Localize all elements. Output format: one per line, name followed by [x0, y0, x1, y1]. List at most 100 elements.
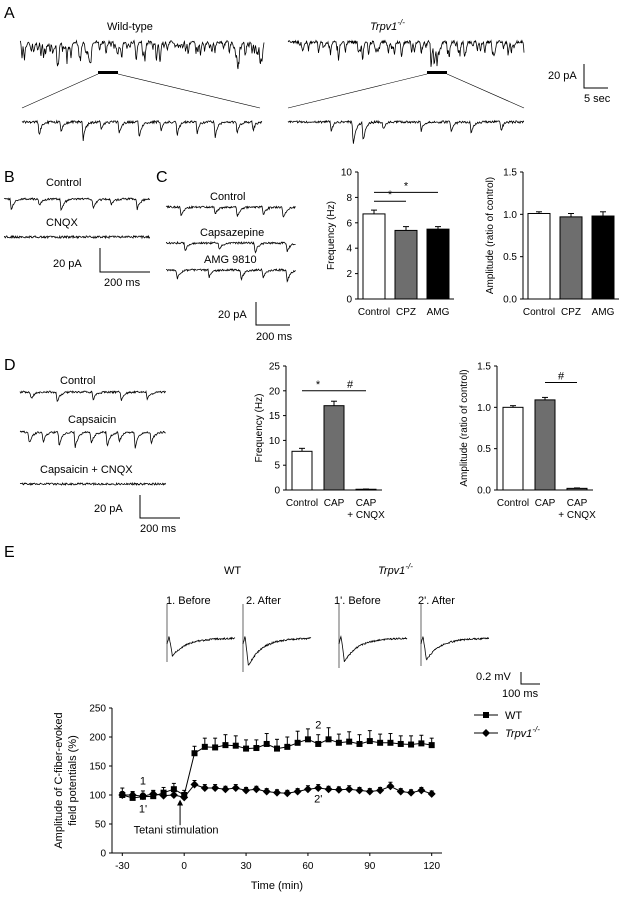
trace-line: [19, 390, 167, 403]
panel-c-amplitude-chart: 0.0 0.5 1.0 1.5 Amplitude (ratio of control)…: [485, 168, 619, 318]
significance-mark: *: [388, 189, 393, 201]
panel-c-amg-trace: [166, 268, 296, 283]
panel-e-trace-label-2: 2. After: [246, 595, 281, 607]
data-point: [180, 793, 189, 802]
panel-e-field-potential-1p: [338, 604, 408, 668]
data-point: [304, 736, 311, 743]
y-tick-label: 0.5: [503, 252, 517, 263]
data-point: [376, 786, 385, 795]
bar-1: [323, 405, 345, 491]
trace-line: [3, 234, 151, 240]
panel-e-scale-time: 100 ms: [502, 688, 539, 700]
significance-mark: *: [404, 180, 409, 192]
data-point: [315, 740, 322, 747]
data-point: [366, 738, 373, 745]
x-tick-label: Control: [286, 498, 318, 509]
panel-a-ko-zoom-trace: [287, 119, 525, 144]
data-point: [314, 784, 323, 793]
data-point: [407, 788, 416, 797]
y-tick-label: 25: [269, 362, 281, 373]
field-potential-line: [242, 636, 312, 666]
data-point: [386, 782, 395, 791]
x-tick-label: AMG: [427, 307, 450, 318]
data-point: [200, 784, 209, 793]
trace-line: [165, 205, 296, 218]
panel-b-cnqx-label: CNQX: [46, 217, 78, 229]
trace-line: [3, 197, 151, 212]
panel-b-scale-amp: 20 pA: [53, 258, 82, 270]
data-point: [334, 785, 343, 794]
x-tick-label: 0: [181, 861, 187, 872]
panel-b-control-label: Control: [46, 177, 81, 189]
data-point: [138, 792, 147, 801]
y-axis-label: Frequency (Hz): [254, 394, 265, 463]
x-tick-label: 30: [241, 861, 253, 872]
data-point: [232, 742, 239, 749]
panel-e-scale-bar: [520, 672, 540, 685]
significance-mark: #: [347, 379, 354, 391]
panel-a-ko-label: Trpv1-/-: [370, 18, 405, 33]
panel-a-scale-time: 5 sec: [584, 93, 611, 105]
tetani-label: Tetani stimulation: [134, 824, 219, 836]
panel-e-trace-label-1p: 1'. Before: [334, 595, 381, 607]
panel-a-ko-long-trace: [287, 39, 525, 67]
x-tick-label: AMG: [592, 307, 615, 318]
data-point: [242, 786, 251, 795]
x-tick-label: + CNQX: [347, 510, 385, 521]
y-tick-label: 0: [100, 849, 106, 860]
significance-mark: #: [558, 371, 565, 383]
y-axis-label: field potentials (%): [67, 735, 79, 826]
panel-c-scale-bar: [255, 302, 290, 326]
y-tick-label: 0: [274, 486, 280, 497]
data-point: [346, 738, 353, 745]
bar-0: [291, 450, 313, 491]
x-tick-label: 120: [423, 861, 440, 872]
data-point: [335, 739, 342, 746]
panel-e-scale-amp: 0.2 mV: [476, 671, 512, 683]
x-tick-label: Control: [358, 307, 390, 318]
x-tick-label: Control: [497, 498, 529, 509]
bar-0: [527, 212, 551, 300]
data-point: [397, 740, 404, 747]
panel-d-control-trace: [19, 390, 167, 403]
x-tick-label: + CNQX: [558, 510, 596, 521]
data-point: [169, 791, 178, 799]
y-axis-label: Amplitude of C-fiber-evoked: [53, 712, 65, 848]
bar-1: [394, 229, 418, 300]
trace-line: [287, 39, 525, 67]
y-tick-label: 1.5: [503, 168, 517, 179]
trace-line: [19, 430, 166, 449]
series-1: [118, 780, 436, 802]
data-point: [427, 789, 436, 798]
panel-a-wt-zoom-line-right: [117, 73, 261, 109]
data-point: [253, 745, 260, 752]
data-point: [324, 785, 333, 794]
data-point: [190, 780, 199, 789]
y-tick-label: 5: [274, 461, 280, 472]
legend-ko-marker: [482, 729, 490, 737]
panel-d-trace-label-capsaicin-cnqx: Capsaicin + CNQX: [40, 464, 133, 476]
field-potential-line: [420, 636, 490, 661]
panel-d-letter: D: [4, 357, 16, 374]
y-axis-label: Amplitude (ratio of control): [459, 369, 470, 486]
panel-d-trace-label-capsaicin: Capsaicin: [68, 414, 116, 426]
y-tick-label: 2: [346, 269, 352, 280]
panel-e-ko-label: Trpv1-/-: [378, 562, 413, 577]
trace-line: [287, 119, 525, 144]
y-tick-label: 0.0: [503, 295, 517, 306]
data-point: [293, 787, 302, 796]
legend-wt-label: WT: [505, 710, 522, 722]
x-tick-label: CPZ: [396, 307, 416, 318]
y-tick-label: 50: [95, 820, 107, 831]
legend-ko-sup: -/-: [532, 725, 540, 734]
data-point: [252, 785, 261, 794]
panel-d-capsaicin-cnqx-trace: [19, 481, 167, 487]
y-tick-label: 10: [341, 168, 353, 179]
panel-a-ko-zoom-line-left: [287, 73, 428, 109]
data-point: [274, 745, 280, 752]
y-tick-label: 8: [346, 193, 352, 204]
data-point: [231, 784, 240, 793]
bar-1: [534, 399, 556, 491]
y-tick-label: 100: [89, 791, 106, 802]
annotation-2: 2: [315, 719, 321, 731]
